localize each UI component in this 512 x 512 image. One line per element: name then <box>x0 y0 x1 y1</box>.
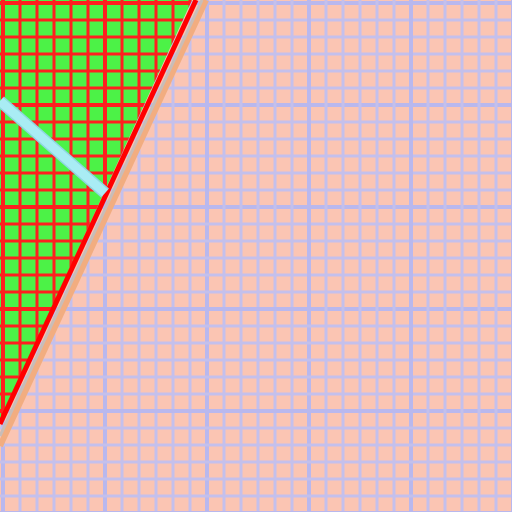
grid-scene <box>0 0 512 512</box>
diagram-canvas <box>0 0 512 512</box>
